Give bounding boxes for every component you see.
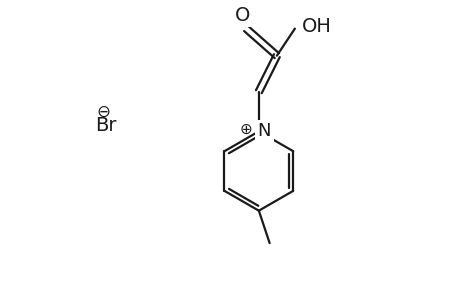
Text: O: O [235,6,250,25]
Text: OH: OH [302,17,331,36]
Text: N: N [257,122,270,140]
Text: ⊖: ⊖ [97,103,111,121]
Text: Br: Br [95,116,116,136]
Text: ⊕: ⊕ [239,122,252,137]
